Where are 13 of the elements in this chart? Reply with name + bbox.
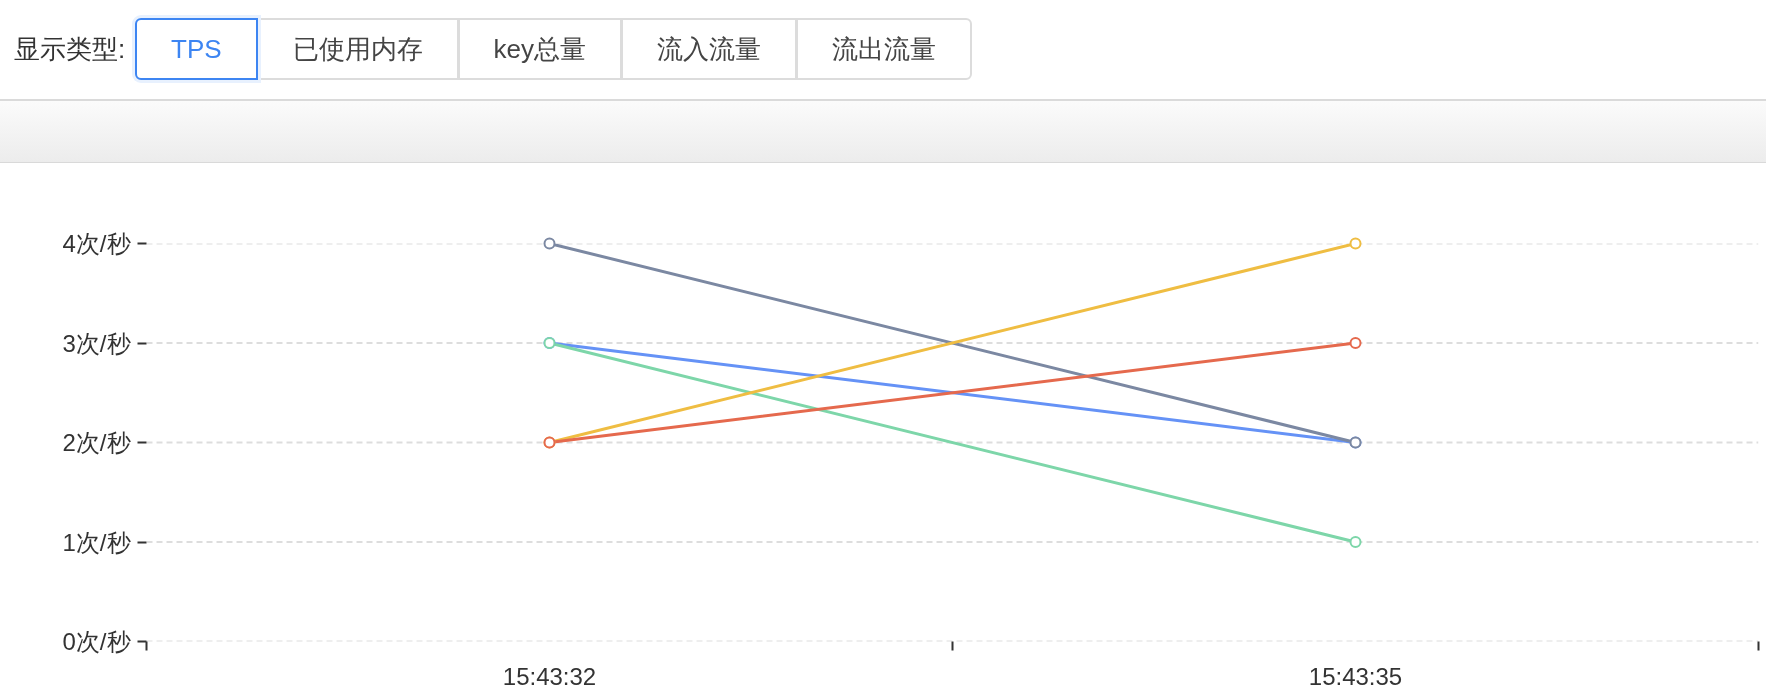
y-tick-label: 0次/秒: [62, 628, 131, 655]
y-tick-label: 3次/秒: [62, 329, 131, 357]
text: key总量: [457, 18, 623, 80]
y-tick-label: 2次/秒: [62, 429, 131, 456]
text: TPS: [135, 18, 258, 80]
text: 流入流量: [621, 18, 798, 80]
y-tick-label: 1次/秒: [62, 528, 131, 556]
text: 显示类型:: [14, 33, 126, 66]
text: 流出流量: [796, 18, 973, 80]
y-tick-label: 4次/秒: [62, 230, 131, 257]
x-tick-label: 15:43:35: [1308, 662, 1403, 690]
text: 已使用内存: [256, 18, 459, 80]
x-tick-label: 15:43:32: [502, 662, 597, 690]
